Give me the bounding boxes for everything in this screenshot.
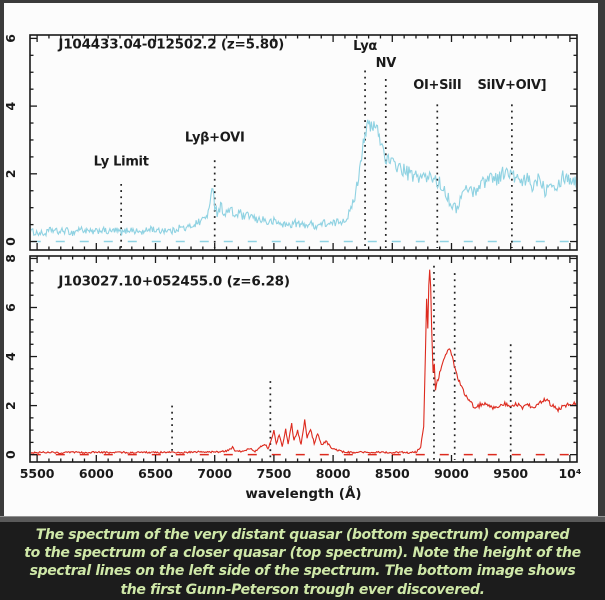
y-tick-label: 4 <box>3 101 18 110</box>
y-tick-label: 2 <box>3 169 18 178</box>
y-tick-label: 6 <box>3 34 18 43</box>
y-tick-label: 6 <box>3 303 18 312</box>
spectral-line-label: SiIV+OIV] <box>477 78 546 93</box>
spectral-line-label: Ly Limit <box>94 154 149 169</box>
x-tick-label: 9500 <box>493 466 528 481</box>
spectral-line-label: Lyα <box>353 39 377 54</box>
x-tick-label: 6500 <box>138 466 173 481</box>
spectral-line-label: NV <box>376 56 397 71</box>
panel-border <box>29 34 578 251</box>
bottom-spectrum-panel: 0 2 4 6 8 J103027.10+052455.0 (z=6.28) <box>3 254 578 463</box>
x-tick-label: 5500 <box>20 466 55 481</box>
x-tick-label: 8500 <box>375 466 410 481</box>
caption-line-4: the first Gunn-Peterson trough ever disc… <box>120 581 485 598</box>
panel-border <box>29 255 578 463</box>
spectrum-line <box>31 269 576 455</box>
caption-panel: The spectrum of the very distant quasar … <box>0 522 605 600</box>
caption-divider <box>0 516 605 522</box>
y-tick-label: 2 <box>3 401 18 410</box>
caption-line-2: to the spectrum of a closer quasar (top … <box>24 545 581 562</box>
x-axis-title: wavelength (Å) <box>245 485 361 502</box>
y-tick-label: 0 <box>3 450 18 459</box>
caption-line-3: spectral lines on the left side of the s… <box>29 563 576 580</box>
x-tick-label: 7000 <box>197 466 232 481</box>
x-tick-label: 7500 <box>257 466 292 481</box>
x-tick-label: 10⁴ <box>558 466 581 481</box>
spectra-chart: Ly Limit Lyβ+OVI Lyα NV OI+SiII SiIV+OIV] 0 2 4 6… <box>3 3 598 516</box>
spectral-line-label: Lyβ+OVI <box>185 131 245 146</box>
spectrum-line <box>31 119 576 238</box>
panel-title: J103027.10+052455.0 (z=6.28) <box>57 273 289 289</box>
spectral-line-label: OI+SiII <box>413 78 461 93</box>
y-tick-label: 4 <box>3 352 18 361</box>
x-tick-label: 8000 <box>316 466 351 481</box>
y-tick-label: 0 <box>3 237 18 246</box>
y-tick-label: 8 <box>3 254 18 263</box>
caption-line-1: The spectrum of the very distant quasar … <box>35 527 570 543</box>
top-spectrum-panel: Ly Limit Lyβ+OVI Lyα NV OI+SiII SiIV+OIV] 0 2 4 6… <box>3 34 578 251</box>
x-tick-label: 9000 <box>434 466 469 481</box>
x-tick-label: 6000 <box>79 466 114 481</box>
panel-title: J104433.04-012502.2 (z=5.80) <box>57 37 284 53</box>
